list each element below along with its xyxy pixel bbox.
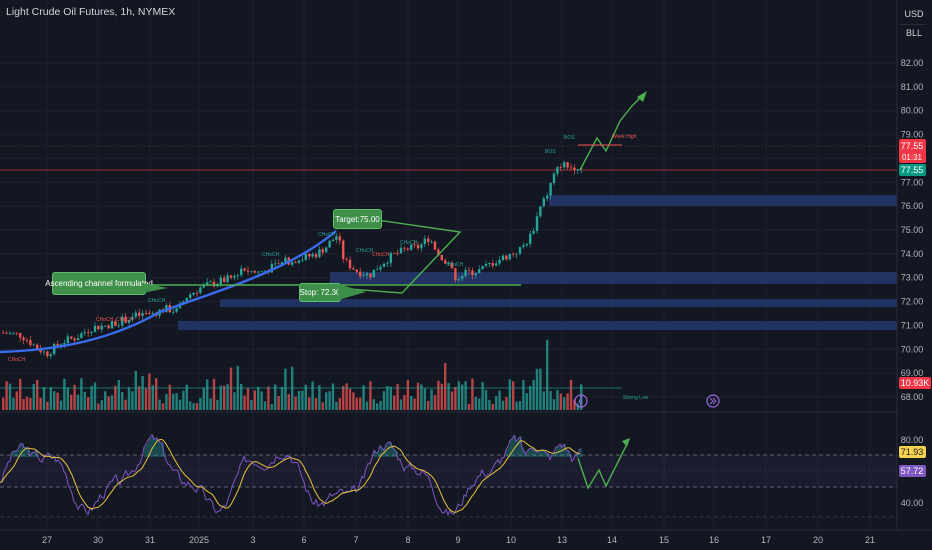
week-high-label: Week High (612, 134, 637, 140)
bos-label: BOS (564, 135, 575, 141)
forward-icon[interactable] (706, 394, 720, 408)
projection-arrowhead (637, 91, 647, 102)
currency-button[interactable]: USD (904, 9, 924, 19)
price-tick-label: 68.00 (901, 392, 924, 402)
stop-callout-tail (338, 284, 366, 300)
price-tick-label: 81.00 (901, 82, 924, 92)
zone-76 (549, 195, 897, 206)
stop-callout[interactable]: Stop: 72.30 (299, 283, 341, 302)
rsi-overbought-fill (12, 434, 582, 457)
choch-label: CHoCH (148, 298, 166, 304)
price-tick-label: 82.00 (901, 58, 924, 68)
volume-bars (2, 339, 583, 410)
price-tick-label: 80.00 (901, 106, 924, 116)
svg-text:71.93: 71.93 (901, 447, 924, 457)
price-tick-label: 76.00 (901, 201, 924, 211)
last-price-tag: 77.55 01:31 (899, 139, 926, 163)
time-tick-label: 9 (455, 535, 460, 545)
svg-text:77.55: 77.55 (901, 141, 924, 151)
price-tick-label: 77.00 (901, 177, 924, 187)
unit-button[interactable]: BLL (905, 28, 922, 38)
choch-label: CHoCH (116, 317, 134, 323)
svg-text:80.00: 80.00 (901, 435, 924, 445)
time-tick-label: 15 (659, 535, 669, 545)
svg-text:40.00: 40.00 (901, 498, 924, 508)
svg-text:77.55: 77.55 (901, 165, 924, 175)
channel-callout-tail (142, 283, 168, 293)
time-tick-label: 27 (42, 535, 52, 545)
volume-tag: 10.93K (899, 377, 931, 389)
time-tick-label: 10 (506, 535, 516, 545)
time-tick-label: 30 (93, 535, 103, 545)
zone-72 (220, 299, 897, 307)
time-tick-label: 21 (865, 535, 875, 545)
strong-low-label: Strong Low (623, 395, 649, 401)
rsi-ma-line (0, 438, 581, 513)
bos-label-2: BOS (545, 149, 556, 155)
price-tick-label: 73.00 (901, 273, 924, 283)
button-divider (900, 24, 926, 25)
target-projection (335, 213, 462, 294)
time-axis[interactable]: 27 30 31 2025 3 6 7 8 9 10 13 14 15 16 17 20 21 (42, 535, 875, 545)
rsi-pane (0, 411, 897, 518)
time-tick-label: 13 (557, 535, 567, 545)
close-price-tag: 77.55 (899, 164, 926, 176)
zone-73 (330, 272, 897, 284)
rsi-line (0, 433, 581, 517)
time-tick-label: 7 (353, 535, 358, 545)
choch-label: CHoCH (96, 317, 114, 323)
svg-text:10.93K: 10.93K (901, 378, 930, 388)
price-tick-label: 70.00 (901, 344, 924, 354)
choch-label: CHoCH (8, 357, 26, 363)
time-tick-label: 3 (250, 535, 255, 545)
choch-labels: CHoCHCHoCHCHoCHCHoCHCHoCHCHoCHCHoCHCHoCH… (8, 232, 464, 363)
zone-71 (178, 321, 897, 330)
channel-callout[interactable]: Ascending channel formulated (45, 272, 153, 295)
symbol-title[interactable]: Light Crude Oil Futures, 1h, NYMEX (6, 6, 176, 18)
ascending-channel-curve (0, 230, 337, 354)
time-tick-label: 14 (607, 535, 617, 545)
price-tick-label: 72.00 (901, 297, 924, 307)
price-tick-label: 69.00 (901, 368, 924, 378)
time-tick-label: 20 (813, 535, 823, 545)
price-tick-label: 71.00 (901, 320, 924, 330)
choch-label: CHoCH (400, 240, 418, 246)
price-tick-label: 79.00 (901, 130, 924, 140)
price-tick-label: 74.00 (901, 249, 924, 259)
price-axis[interactable]: 82.0081.0080.0079.0078.0077.0076.0075.00… (901, 58, 924, 402)
svg-text:01:31: 01:31 (902, 153, 923, 162)
time-tick-label: 17 (761, 535, 771, 545)
choch-label: CHoCH (446, 262, 464, 268)
lightning-icon[interactable] (574, 394, 588, 408)
time-tick-label: 2025 (189, 535, 209, 545)
choch-label: CHoCH (318, 232, 336, 238)
time-tick-label: 16 (709, 535, 719, 545)
price-tick-label: 75.00 (901, 225, 924, 235)
time-tick-label: 6 (301, 535, 306, 545)
choch-label: CHoCH (372, 252, 390, 258)
rsi-projection-path (577, 441, 629, 490)
target-callout[interactable]: Target:75.00 (333, 209, 382, 229)
rsi-axis[interactable]: 80.00 40.00 71.93 57.72 (899, 435, 926, 508)
price-projection-path (579, 94, 644, 171)
rsi-projection-arrowhead (622, 438, 630, 447)
choch-label: CHoCH (262, 252, 280, 258)
time-tick-label: 8 (405, 535, 410, 545)
svg-text:57.72: 57.72 (901, 466, 924, 476)
choch-label: CHoCH (356, 248, 374, 254)
time-tick-label: 31 (145, 535, 155, 545)
